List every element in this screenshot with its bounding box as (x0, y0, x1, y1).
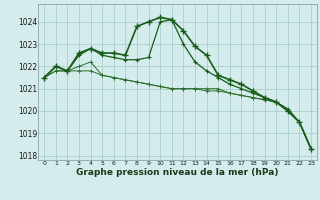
X-axis label: Graphe pression niveau de la mer (hPa): Graphe pression niveau de la mer (hPa) (76, 168, 279, 177)
